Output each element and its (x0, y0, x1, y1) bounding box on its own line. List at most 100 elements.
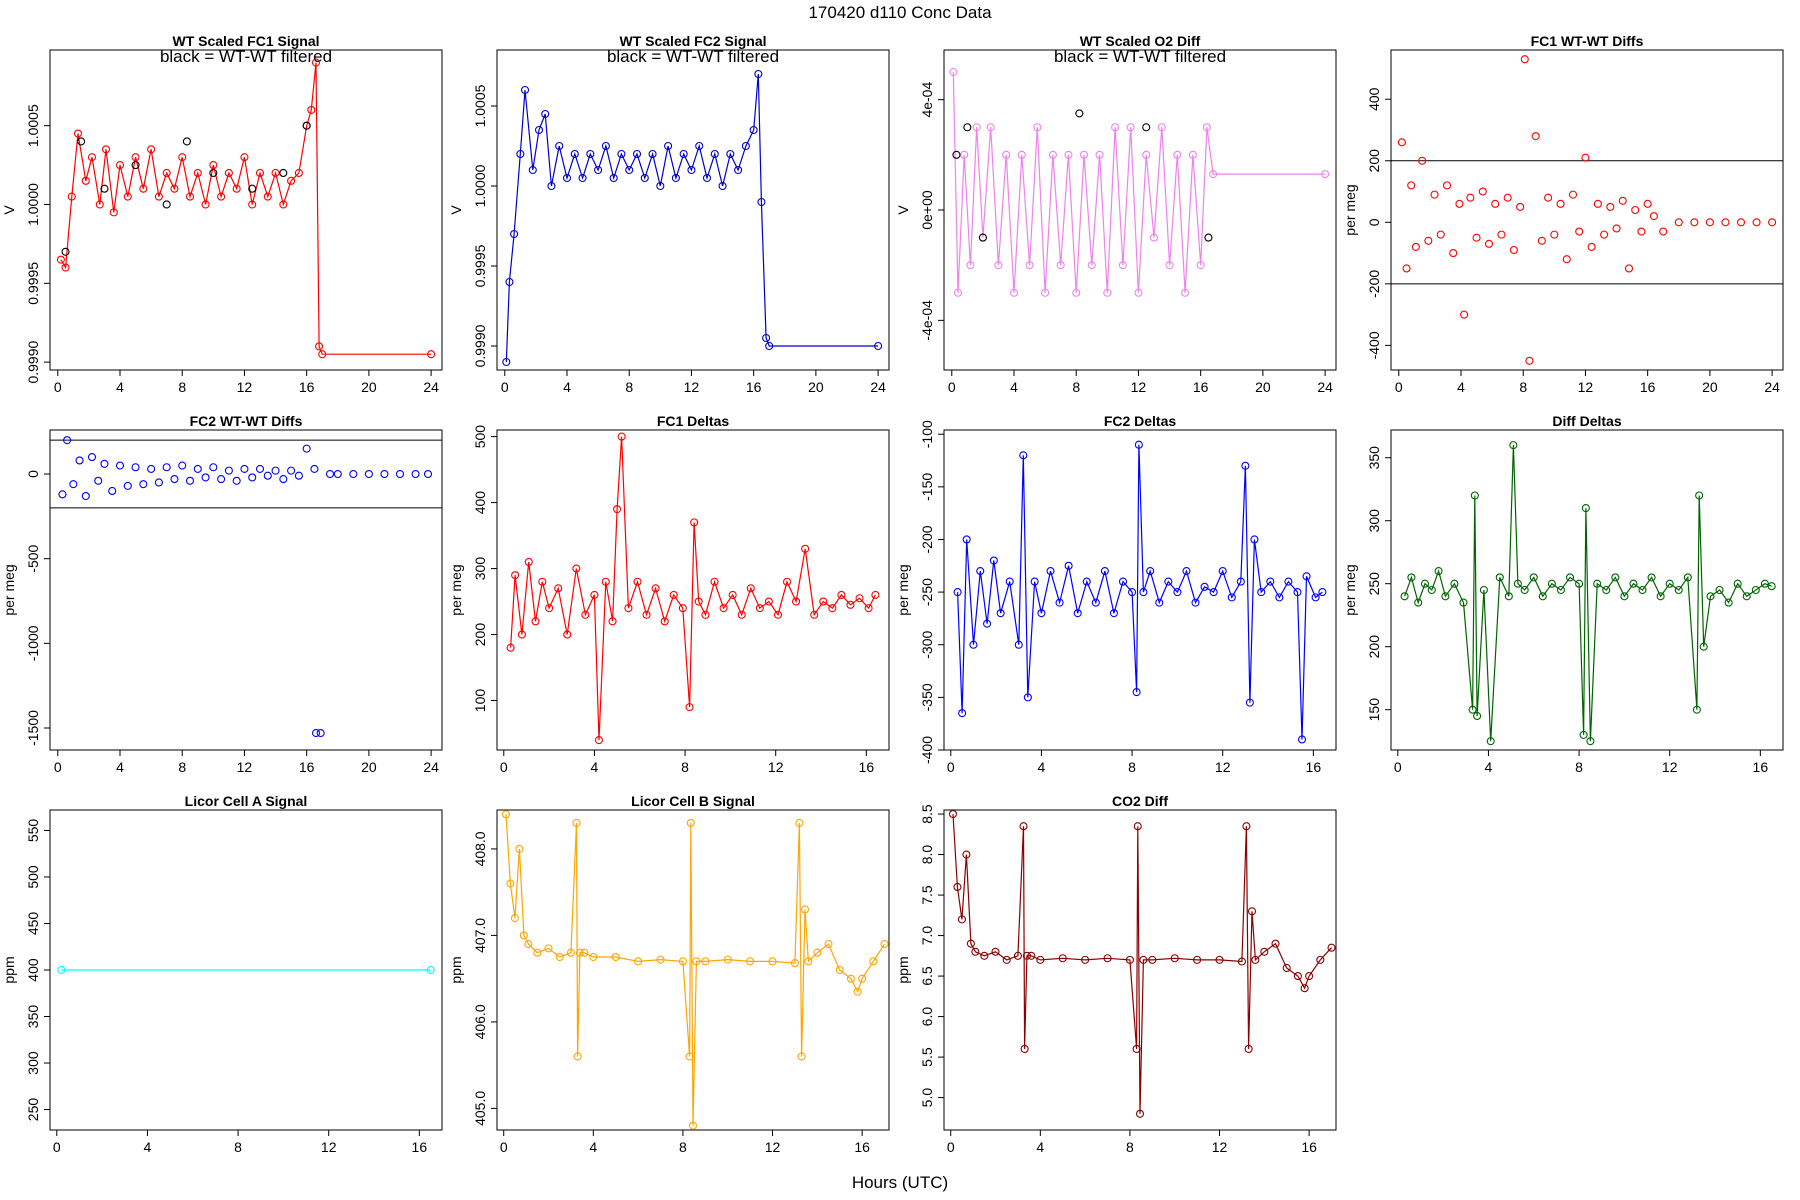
scatter-point (1606, 202, 1615, 211)
data-point (1157, 123, 1166, 132)
x-tick-label: 0 (947, 759, 955, 775)
data-point (701, 610, 710, 619)
data-point (609, 173, 618, 183)
plot-data-area (502, 69, 883, 367)
data-point (1733, 579, 1742, 588)
y-tick-label: 6.5 (919, 966, 935, 986)
data-point (533, 948, 542, 957)
data-point (81, 176, 90, 185)
x-tick-label: 12 (1215, 759, 1231, 775)
y-tick-label: -1500 (25, 710, 41, 746)
data-point (1656, 592, 1665, 601)
panel-title: FC2 WT-WT Diffs (190, 413, 303, 429)
y-tick-label: 250 (1366, 572, 1382, 596)
x-tick-label: 16 (1306, 759, 1322, 775)
data-point (1674, 585, 1683, 595)
data-point (824, 940, 833, 949)
y-tick-label: 500 (472, 425, 488, 449)
scatter-point (1768, 218, 1777, 227)
data-point (958, 709, 967, 718)
data-point (1742, 592, 1751, 601)
data-point (782, 577, 792, 586)
data-point (1173, 150, 1182, 159)
plot-data-area (56, 58, 436, 359)
scatter-point (1556, 199, 1565, 208)
y-tick-label: 8.5 (919, 804, 935, 824)
plot-frame (496, 49, 890, 371)
filtered-point (162, 200, 171, 209)
data-point (617, 149, 626, 159)
scatter-point (1442, 181, 1452, 190)
series-line (952, 72, 1326, 293)
data-point (1581, 504, 1590, 513)
panel-p10: Licor Cell B Signal 0 4 8 12 16 405.0 406.0 407.… (448, 793, 890, 1155)
data-point (983, 619, 992, 628)
y-axis-label: ppm (895, 956, 911, 983)
data-point (1529, 573, 1538, 582)
y-tick-label: 350 (25, 1005, 41, 1029)
data-point (1715, 585, 1724, 595)
data-point (154, 192, 163, 201)
data-point (1036, 955, 1045, 964)
data-point (279, 200, 288, 209)
data-point (538, 577, 547, 586)
panel-p7: FC2 Deltas 0 4 8 12 16 -400 -350 -300 -250 -200 -15… (895, 413, 1337, 775)
data-point (209, 161, 218, 170)
panel-title: WT Scaled FC2 Signal (619, 33, 766, 49)
data-point (1139, 588, 1148, 597)
scatter-point (1752, 218, 1761, 227)
filtered-point (1142, 123, 1151, 132)
x-tick-label: 0 (54, 759, 62, 775)
data-point (1316, 955, 1325, 964)
data-point (853, 987, 862, 996)
data-point (1188, 150, 1197, 159)
scatter-point (1537, 236, 1546, 245)
x-tick-label: 12 (321, 1139, 337, 1155)
scatter-point (81, 491, 90, 501)
x-tick-label: 0 (1394, 759, 1402, 775)
data-point (1699, 642, 1708, 651)
y-tick-label: 1.0005 (472, 84, 488, 127)
data-point (193, 168, 202, 178)
data-point (678, 604, 687, 613)
data-point (232, 184, 241, 193)
data-point (57, 965, 66, 975)
data-point (634, 957, 643, 966)
data-point (1327, 943, 1336, 952)
data-point (855, 594, 864, 603)
data-point (1095, 150, 1104, 159)
filtered-point (182, 137, 191, 146)
data-point (754, 69, 763, 79)
scatter-point (1618, 196, 1627, 205)
data-point (828, 604, 837, 613)
scatter-point (1721, 218, 1730, 227)
data-point (846, 974, 855, 983)
data-point (797, 1052, 806, 1061)
scatter-point (1568, 190, 1578, 199)
data-point (1037, 609, 1046, 618)
x-tick-label: 8 (1072, 379, 1080, 395)
data-point (746, 584, 755, 593)
data-point (1602, 585, 1611, 595)
scatter-point (1649, 212, 1658, 221)
panel-p4: FC1 WT-WT Diffs 0 4 8 12 16 20 24 -400 -200 0 200 40… (1342, 33, 1784, 395)
data-point (531, 617, 540, 626)
data-point (511, 571, 520, 580)
y-tick-label: 0.9995 (25, 262, 41, 305)
plot-data-area (953, 440, 1327, 744)
y-tick-label: 0e+00 (919, 190, 935, 230)
scatter-point (100, 459, 109, 468)
data-point (718, 181, 727, 191)
plot-data-area (501, 810, 889, 1130)
data-point (1149, 233, 1159, 242)
data-point (240, 153, 249, 162)
data-point (528, 165, 537, 175)
scatter-point (75, 456, 84, 465)
scatter-point (209, 463, 218, 472)
data-point (1441, 592, 1450, 601)
data-point (534, 125, 544, 135)
y-tick-label: 400 (25, 958, 41, 982)
scatter-point (316, 729, 325, 738)
y-tick-label: 500 (25, 865, 41, 889)
